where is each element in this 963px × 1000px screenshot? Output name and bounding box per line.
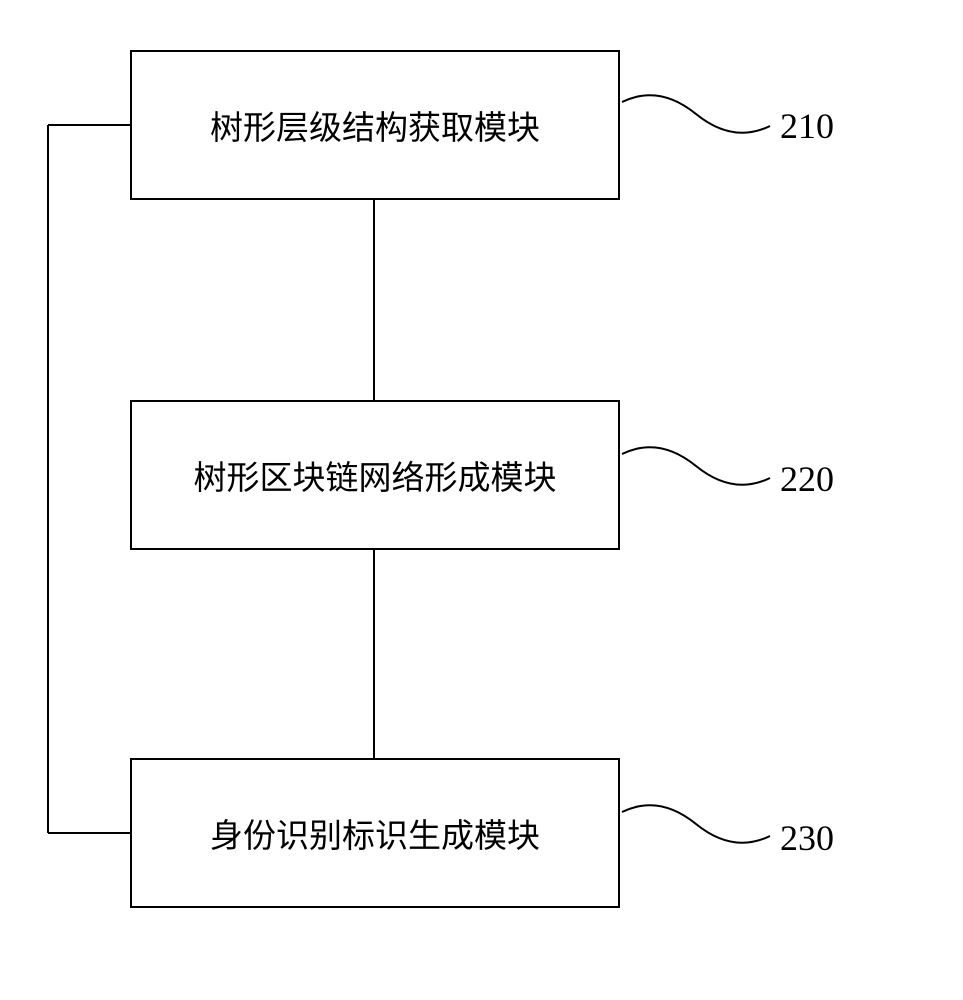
reference-number: 220	[780, 458, 834, 500]
flowchart-diagram: 树形层级结构获取模块 210 树形区块链网络形成模块 220 身份识别标识生成模块 230	[0, 0, 963, 1000]
flowchart-edge	[373, 550, 375, 758]
flowchart-edge	[48, 124, 130, 126]
reference-connector	[617, 429, 775, 503]
flowchart-edge	[373, 200, 375, 400]
reference-connector	[617, 77, 775, 151]
flowchart-node-label: 树形区块链网络形成模块	[194, 451, 557, 499]
reference-connector	[617, 787, 775, 861]
reference-number: 230	[780, 817, 834, 859]
flowchart-node: 树形区块链网络形成模块	[130, 400, 620, 550]
flowchart-node-label: 树形层级结构获取模块	[210, 101, 540, 149]
reference-number: 210	[780, 105, 834, 147]
flowchart-edge	[48, 832, 130, 834]
flowchart-edge	[47, 125, 49, 833]
flowchart-node: 树形层级结构获取模块	[130, 50, 620, 200]
flowchart-node: 身份识别标识生成模块	[130, 758, 620, 908]
flowchart-node-label: 身份识别标识生成模块	[210, 809, 540, 857]
